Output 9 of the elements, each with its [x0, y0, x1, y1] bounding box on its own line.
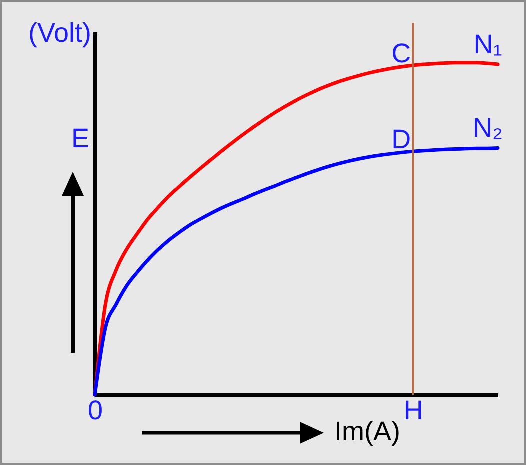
text: (Volt)	[28, 18, 92, 48]
series-label: N₁	[474, 30, 502, 60]
annotation: C	[392, 38, 412, 69]
x-axis-title: Im(A)	[334, 416, 400, 446]
x-tick-label: 0	[88, 396, 104, 426]
series-label: N₂	[473, 113, 503, 144]
x-tick-label: H	[404, 396, 424, 426]
annotation: D	[392, 124, 412, 155]
y-axis-title: E	[71, 124, 90, 154]
